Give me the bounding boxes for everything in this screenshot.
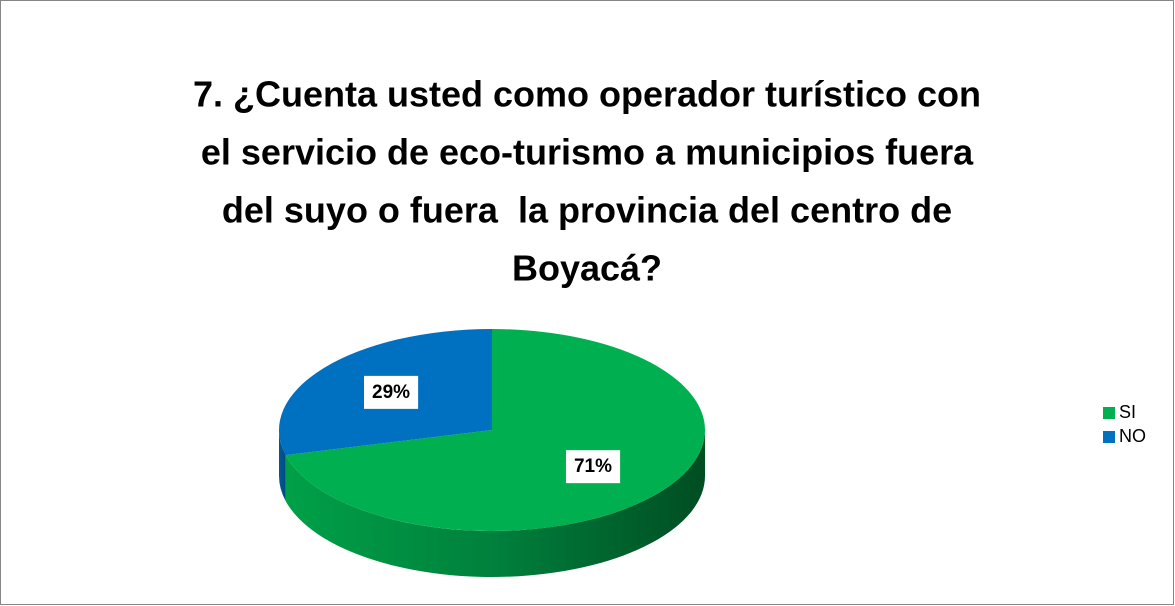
pie-side bbox=[285, 430, 705, 577]
legend-swatch bbox=[1103, 407, 1115, 419]
chart-title: Boyacá? bbox=[512, 248, 662, 289]
data-label-box bbox=[565, 450, 621, 484]
legend-label: NO bbox=[1119, 426, 1146, 446]
pie-side bbox=[279, 430, 286, 502]
data-label-box bbox=[364, 375, 419, 409]
legend-label: SI bbox=[1119, 402, 1136, 422]
data-label: 71% bbox=[574, 456, 612, 477]
chart-title: del suyo o fuera la provincia del centro… bbox=[222, 190, 952, 231]
legend-swatch bbox=[1103, 431, 1115, 443]
chart-title: 7. ¿Cuenta usted como operador turístico… bbox=[193, 74, 981, 115]
data-label: 29% bbox=[372, 382, 410, 403]
chart-title: el servicio de eco-turismo a municipios … bbox=[201, 132, 974, 173]
